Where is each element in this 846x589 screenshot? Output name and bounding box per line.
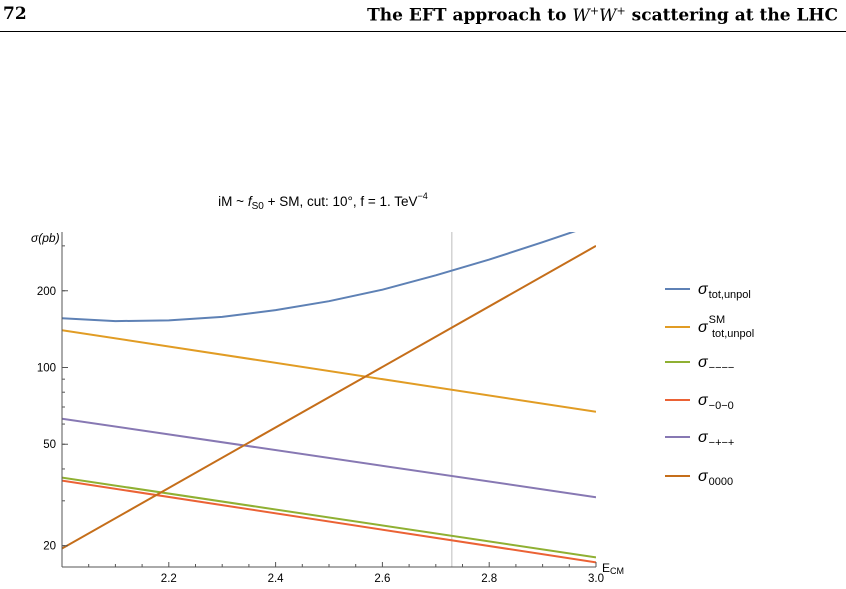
x-tick-label: 2.2 bbox=[161, 573, 177, 585]
chart-title-exp: −4 bbox=[418, 191, 428, 201]
chart-title: iM ~ fS0 + SM, cut: 10°, f = 1. TeV−4 bbox=[218, 191, 428, 212]
chart-title-prefix: iM ~ bbox=[218, 194, 248, 209]
x-tick-label: 2.6 bbox=[374, 573, 390, 585]
series-line-3 bbox=[62, 479, 596, 564]
y-tick-label: 100 bbox=[37, 362, 56, 374]
series-line-5 bbox=[62, 245, 596, 550]
running-title-suffix: scattering at the LHC bbox=[631, 5, 838, 26]
series-line-0 bbox=[62, 232, 576, 323]
page-header: 72 The EFT approach to W+W+ scattering a… bbox=[0, 0, 846, 34]
legend-entry-1: σSM tot,unpol bbox=[698, 314, 754, 340]
series-line-4 bbox=[62, 417, 596, 499]
x-tick-label: 2.4 bbox=[268, 573, 285, 585]
legend-entry-4: σ−+−+ bbox=[698, 429, 734, 449]
series-line-2 bbox=[62, 476, 596, 559]
page-number: 72 bbox=[3, 4, 27, 24]
legend-entry-3: σ−0−0 bbox=[698, 392, 734, 412]
running-title-w1: W+ bbox=[572, 4, 600, 26]
series-line-1 bbox=[62, 329, 596, 413]
x-axis-label: ECM bbox=[602, 561, 624, 576]
x-tick-label: 3.0 bbox=[588, 573, 604, 585]
legend-entry-0: σtot,unpol bbox=[698, 281, 751, 301]
chart-title-f: f bbox=[248, 194, 253, 209]
legend-layer: σtot,unpol σSM tot,unpol σ−−−− σ−0−0 σ−+−+ σ00… bbox=[665, 281, 754, 488]
legend-entry-2: σ−−−− bbox=[698, 354, 734, 374]
y-tick-label: 20 bbox=[43, 541, 56, 553]
axes-layer: 2.2 2.4 2.6 2.8 3.0 20 50 100 200 bbox=[37, 232, 604, 585]
y-tick-label: 200 bbox=[37, 286, 56, 298]
series-layer bbox=[62, 232, 596, 564]
y-tick-label: 50 bbox=[43, 439, 56, 451]
legend-entry-5: σ0000 bbox=[698, 468, 733, 488]
running-title-w2: W+ bbox=[599, 4, 626, 26]
y-axis-label: σ(pb) bbox=[31, 231, 60, 245]
running-title-prefix: The EFT approach to bbox=[367, 5, 567, 26]
chart-title-middle: + SM, cut: 10°, f = 1. TeV bbox=[264, 194, 418, 209]
x-tick-label: 2.8 bbox=[481, 573, 497, 585]
chart-title-f-sub: S0 bbox=[252, 201, 265, 212]
header-rule bbox=[0, 31, 846, 32]
running-title: The EFT approach to W+W+ scattering at t… bbox=[367, 4, 838, 26]
